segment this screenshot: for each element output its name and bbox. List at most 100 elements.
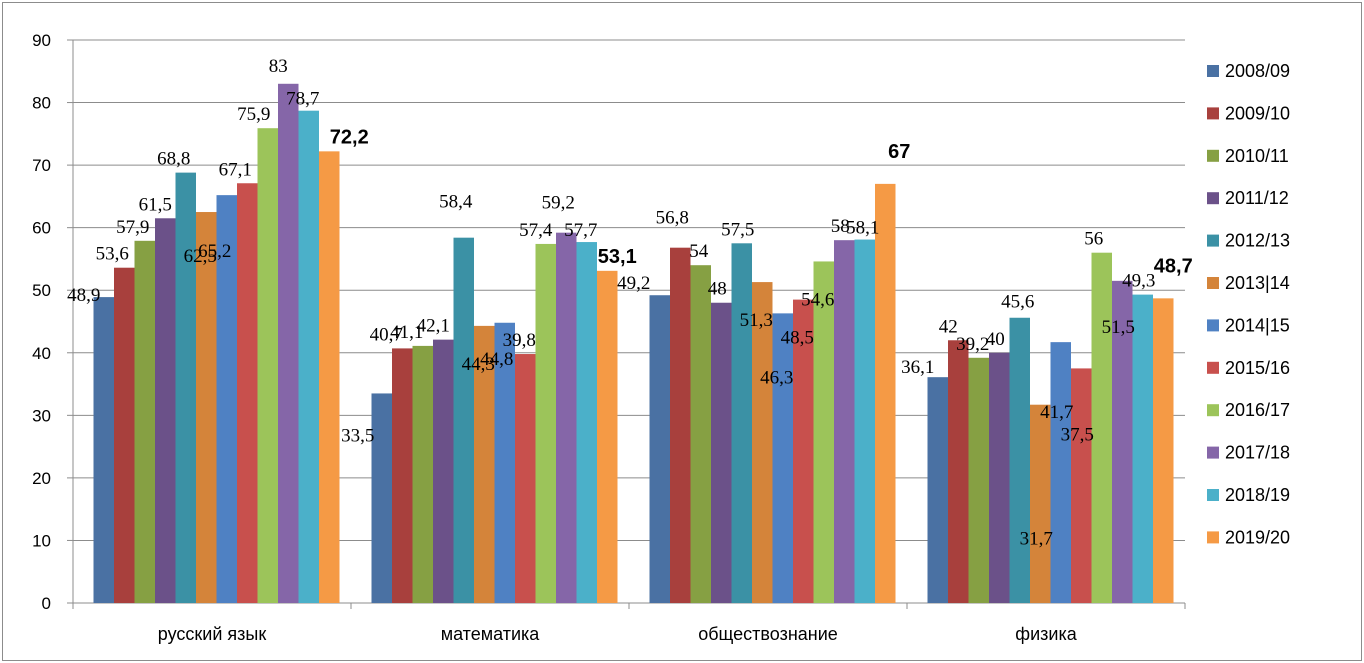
legend-swatch bbox=[1207, 361, 1219, 374]
data-label: 39,2 bbox=[956, 334, 989, 355]
bar bbox=[319, 151, 340, 604]
bar bbox=[535, 243, 556, 604]
bar bbox=[1009, 317, 1030, 603]
data-label: 58,4 bbox=[439, 192, 473, 213]
data-label: 78,7 bbox=[286, 89, 319, 110]
category-label: физика bbox=[1015, 624, 1077, 644]
bar bbox=[1030, 404, 1051, 603]
bar bbox=[257, 128, 278, 603]
data-label: 59,2 bbox=[542, 193, 575, 214]
bar bbox=[854, 239, 875, 603]
data-label: 57,9 bbox=[116, 217, 149, 238]
bar bbox=[134, 240, 155, 603]
data-label: 51,3 bbox=[740, 310, 773, 331]
category-label: математика bbox=[441, 624, 541, 644]
data-label: 56 bbox=[1084, 229, 1103, 250]
data-label: 51,5 bbox=[1102, 317, 1135, 338]
y-tick-label: 80 bbox=[32, 94, 51, 113]
data-label: 42,1 bbox=[417, 316, 450, 337]
bar bbox=[834, 240, 855, 603]
bar bbox=[474, 325, 495, 603]
legend-label: 2008/09 bbox=[1225, 61, 1290, 81]
bar bbox=[412, 345, 433, 603]
bar bbox=[793, 299, 814, 603]
data-label: 36,1 bbox=[901, 357, 934, 378]
y-tick-label: 70 bbox=[32, 156, 51, 175]
bar bbox=[371, 393, 392, 603]
data-label: 48,5 bbox=[781, 328, 814, 349]
data-label: 41,7 bbox=[1040, 402, 1073, 423]
data-label: 39,8 bbox=[503, 330, 536, 351]
data-label: 54,6 bbox=[801, 289, 834, 310]
category-label: русский язык bbox=[158, 624, 267, 644]
legend-swatch bbox=[1207, 192, 1219, 205]
data-label: 61,5 bbox=[139, 194, 172, 215]
legend-label: 2012/13 bbox=[1225, 231, 1290, 251]
bar bbox=[1091, 252, 1112, 603]
bar bbox=[298, 110, 319, 603]
legend-swatch bbox=[1207, 149, 1219, 162]
data-label: 68,8 bbox=[157, 149, 190, 170]
data-label: 53,6 bbox=[96, 244, 129, 265]
data-label: 40 bbox=[986, 329, 1005, 350]
data-label: 72,2 bbox=[330, 126, 369, 148]
data-label: 57,7 bbox=[564, 220, 597, 241]
legend-swatch bbox=[1207, 107, 1219, 120]
data-label: 62,5 bbox=[184, 246, 217, 267]
data-label: 33,5 bbox=[341, 425, 374, 446]
bar bbox=[989, 352, 1010, 603]
bar bbox=[93, 297, 114, 603]
data-label: 83 bbox=[269, 56, 288, 77]
bar bbox=[515, 354, 536, 603]
data-label: 40,7 bbox=[370, 324, 403, 345]
legend-swatch bbox=[1207, 234, 1219, 247]
bar bbox=[690, 265, 711, 603]
y-tick-label: 50 bbox=[32, 281, 51, 300]
bar bbox=[772, 313, 793, 603]
data-label: 31,7 bbox=[1020, 529, 1053, 550]
legend-label: 2016/17 bbox=[1225, 400, 1290, 420]
data-label: 58,1 bbox=[846, 218, 879, 239]
legend-swatch bbox=[1207, 404, 1219, 417]
bar bbox=[1050, 342, 1071, 603]
legend-label: 2013|14 bbox=[1225, 273, 1290, 293]
bar bbox=[875, 183, 896, 603]
data-label: 65,2 bbox=[198, 241, 231, 262]
legend-swatch bbox=[1207, 319, 1219, 332]
y-tick-label: 0 bbox=[42, 594, 51, 613]
data-label: 48 bbox=[708, 279, 727, 300]
data-label: 49,2 bbox=[617, 273, 650, 294]
legend-swatch bbox=[1207, 489, 1219, 501]
bar bbox=[968, 357, 989, 603]
data-label: 41,1 bbox=[390, 322, 423, 343]
bar bbox=[1153, 298, 1174, 603]
data-label: 48,7 bbox=[1154, 255, 1193, 277]
legend-swatch bbox=[1207, 65, 1219, 77]
data-label: 58 bbox=[831, 216, 850, 237]
data-label: 57,4 bbox=[519, 220, 553, 241]
data-label: 67 bbox=[888, 141, 910, 163]
bar bbox=[1132, 294, 1153, 603]
data-label: 57,5 bbox=[721, 219, 754, 240]
bar bbox=[494, 322, 515, 603]
bar bbox=[433, 339, 454, 603]
bar bbox=[711, 302, 732, 603]
bar bbox=[813, 261, 834, 603]
legend-label: 2011/12 bbox=[1225, 188, 1289, 208]
data-label: 53,1 bbox=[598, 246, 637, 268]
bar bbox=[752, 282, 773, 603]
bar bbox=[556, 232, 577, 603]
data-label: 67,1 bbox=[219, 159, 252, 180]
y-tick-label: 60 bbox=[32, 219, 51, 238]
bar bbox=[948, 340, 969, 603]
legend-label: 2009/10 bbox=[1225, 103, 1290, 123]
bar bbox=[576, 242, 597, 603]
data-label: 49,3 bbox=[1122, 271, 1155, 292]
bar bbox=[175, 172, 196, 603]
legend-label: 2018/19 bbox=[1225, 485, 1290, 505]
bar bbox=[731, 243, 752, 604]
data-label: 37,5 bbox=[1061, 424, 1094, 445]
bar bbox=[1112, 280, 1133, 603]
legend-label: 2015/16 bbox=[1225, 358, 1290, 378]
bar bbox=[670, 247, 691, 603]
